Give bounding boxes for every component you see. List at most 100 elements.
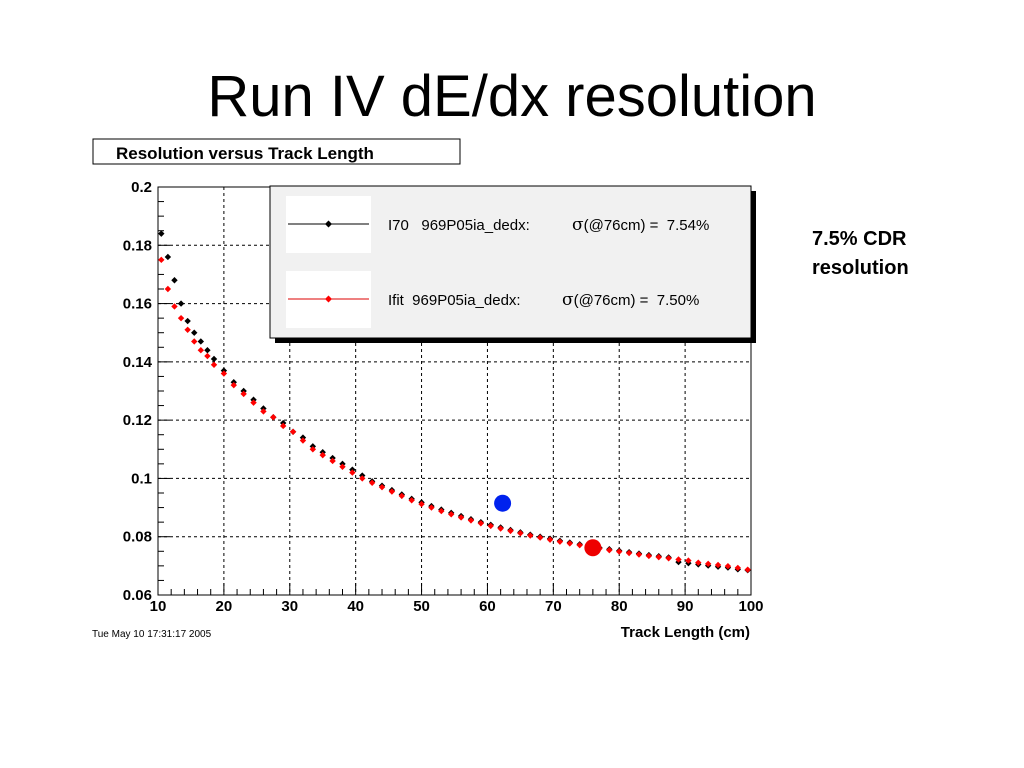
data-point — [158, 256, 165, 264]
data-point — [359, 475, 366, 482]
y-tick-label: 0.06 — [123, 587, 152, 604]
data-point — [309, 446, 317, 453]
x-tick-label: 40 — [347, 598, 364, 615]
data-point — [184, 326, 191, 333]
data-point — [230, 381, 237, 389]
data-point — [477, 520, 485, 527]
annotation-line-2: resolution — [812, 257, 909, 279]
data-point — [704, 560, 712, 568]
data-series — [158, 230, 751, 574]
x-tick-label: 30 — [281, 598, 298, 615]
data-point — [299, 437, 307, 444]
data-point — [197, 338, 205, 345]
x-tick-label: 10 — [150, 598, 167, 615]
data-point — [197, 347, 205, 354]
data-point — [184, 317, 191, 325]
x-tick-label: 90 — [677, 598, 694, 615]
data-point — [319, 451, 326, 459]
data-point — [448, 511, 455, 518]
x-tick-label: 60 — [479, 598, 496, 615]
x-tick-label: 70 — [545, 598, 562, 615]
cdr-annotation: 7.5% CDR resolution — [812, 225, 992, 283]
legend-label-ifit: Ifit 969P05ia_dedx: — [388, 292, 521, 309]
data-point — [270, 414, 277, 421]
data-point — [240, 390, 247, 398]
data-point — [527, 532, 534, 539]
data-point — [487, 522, 494, 530]
data-point — [368, 479, 376, 486]
data-point — [497, 525, 504, 532]
data-point — [408, 497, 415, 504]
data-point — [289, 428, 297, 435]
x-tick-labels: 10 20 30 40 50 60 70 80 90 100 — [150, 598, 764, 615]
data-point — [210, 355, 218, 363]
y-tick-label: 0.08 — [123, 529, 152, 546]
legend-sigma-i70: σ(@76cm) = 7.54% — [572, 215, 709, 235]
legend-sigma-ifit: σ(@76cm) = 7.50% — [562, 290, 699, 310]
y-tick-label: 0.18 — [123, 237, 152, 254]
y-tick-label: 0.12 — [123, 412, 152, 429]
data-point — [438, 507, 445, 515]
data-point — [378, 483, 386, 491]
data-point — [220, 370, 228, 377]
timestamp: Tue May 10 17:31:17 2005 — [92, 629, 212, 640]
data-point — [507, 527, 514, 535]
slide-title: Run IV dE/dx resolution — [207, 64, 817, 129]
y-tick-labels: 0.06 0.08 0.1 0.12 0.14 0.16 0.18 0.2 — [123, 179, 153, 604]
data-point — [418, 500, 425, 508]
data-point — [158, 230, 165, 237]
x-tick-label: 100 — [738, 598, 763, 615]
data-point — [398, 492, 405, 500]
x-tick-label: 20 — [216, 598, 233, 615]
data-point — [164, 253, 172, 261]
data-point — [645, 552, 653, 560]
legend-label-i70: I70 969P05ia_dedx: — [388, 217, 530, 234]
data-point — [467, 517, 475, 524]
data-point — [428, 504, 435, 511]
data-point — [724, 562, 732, 570]
x-tick-label: 80 — [611, 598, 628, 615]
sigma-symbol: σ — [562, 290, 574, 310]
data-point — [191, 329, 198, 336]
legend-marker-i70 — [325, 220, 332, 228]
data-point — [635, 551, 643, 558]
highlight-points — [494, 494, 602, 557]
data-point — [204, 352, 211, 360]
x-axis-label: Track Length (cm) — [621, 624, 750, 641]
data-point — [556, 538, 564, 545]
data-point — [349, 469, 356, 476]
y-tick-label: 0.14 — [123, 354, 153, 371]
data-point — [204, 347, 211, 354]
series-1 — [158, 256, 751, 573]
data-point — [164, 285, 172, 293]
data-point — [279, 422, 287, 430]
data-point — [665, 555, 672, 562]
data-point — [576, 541, 583, 549]
y-tick-label: 0.16 — [123, 296, 152, 313]
data-point — [685, 557, 692, 564]
legend-sigma-value-i70: (@76cm) = 7.54% — [584, 217, 710, 234]
annotation-line-1: 7.5% CDR — [812, 228, 907, 250]
data-point — [517, 530, 524, 537]
legend: I70 969P05ia_dedx: σ(@76cm) = 7.54% Ifit… — [269, 185, 756, 343]
data-point — [191, 338, 198, 345]
data-point — [339, 463, 346, 470]
highlight-point — [494, 494, 512, 512]
chart-title: Resolution versus Track Length — [116, 144, 374, 163]
data-point — [171, 277, 178, 284]
data-point — [210, 361, 218, 368]
data-point — [655, 553, 662, 561]
data-point — [606, 546, 613, 554]
data-point — [388, 488, 396, 495]
highlight-point — [584, 539, 602, 557]
data-point — [695, 559, 702, 566]
data-point — [566, 540, 574, 547]
legend-marker-ifit — [325, 295, 332, 303]
data-point — [457, 514, 465, 521]
data-point — [616, 548, 623, 555]
data-point — [625, 549, 633, 557]
sigma-symbol: σ — [572, 215, 584, 235]
y-tick-label: 0.1 — [131, 470, 152, 487]
data-point — [260, 408, 267, 415]
